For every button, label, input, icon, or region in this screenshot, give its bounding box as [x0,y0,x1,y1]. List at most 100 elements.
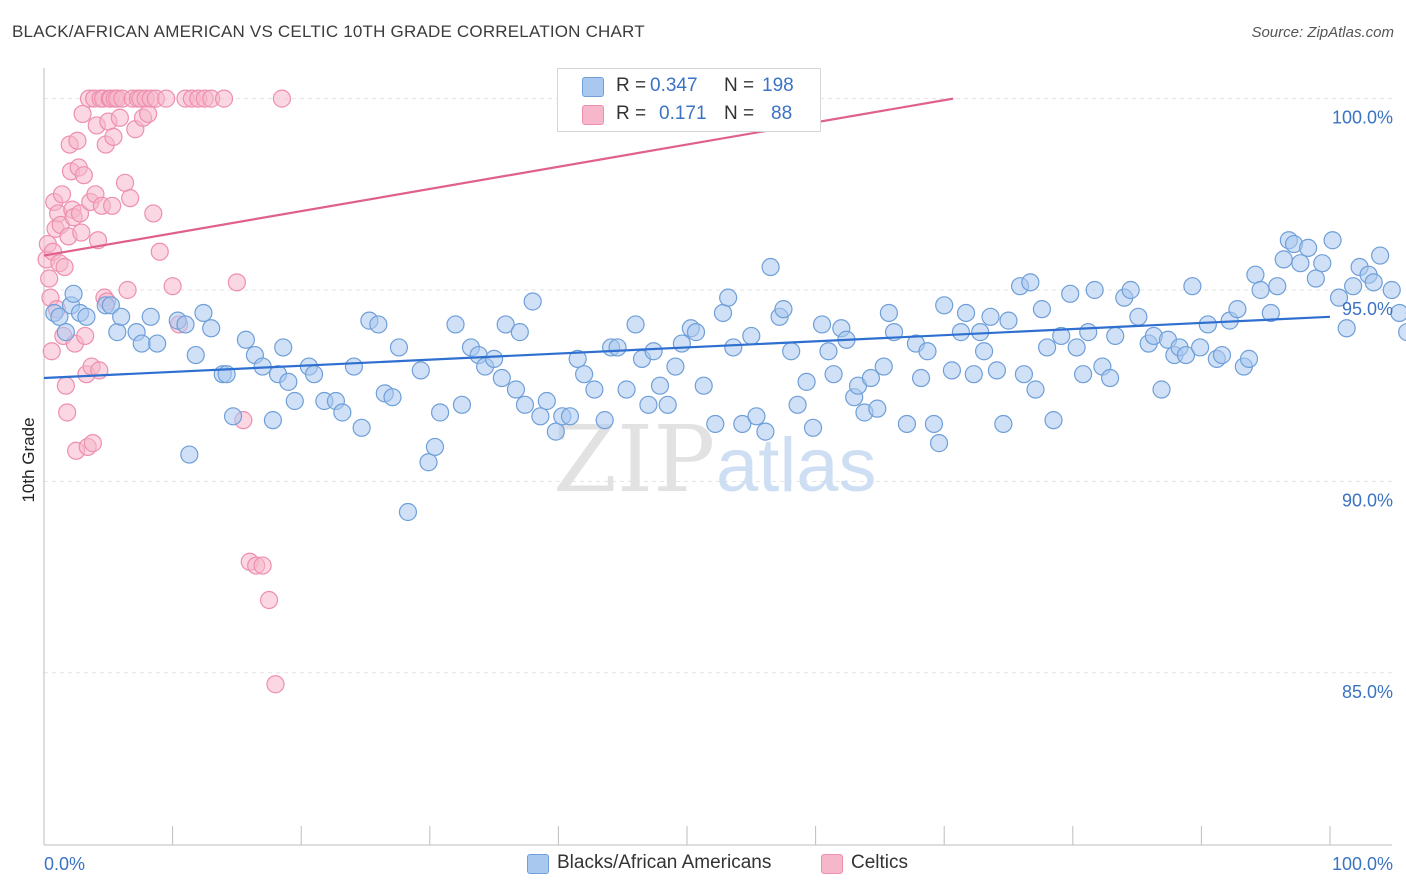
y-tick-label: 90.0% [1342,490,1393,510]
blacks-point [369,315,388,334]
blacks-point [1037,338,1057,357]
blacks-point [1228,300,1247,319]
blacks-point [617,380,636,399]
blacks-point [897,414,917,434]
blacks-point [1306,269,1325,288]
blacks-point [56,323,75,342]
watermark-atlas: atlas [716,423,877,508]
celtics-point [259,590,279,610]
blacks-point [101,296,120,315]
blacks-point [279,372,298,391]
blacks-point [918,342,937,361]
blacks-point [430,403,450,422]
blacks-point [425,437,445,457]
blacks-point [202,319,221,338]
blacks-point [644,342,663,361]
celtics-point [266,675,285,694]
celtics-point [157,89,176,108]
blacks-point [108,323,127,342]
blacks-point [942,361,962,380]
blacks-point [176,315,195,334]
blacks-points [45,231,1406,522]
blacks-point [1364,273,1383,292]
celtics-point [68,131,87,150]
blacks-point [1021,273,1040,292]
blacks-trend-line [43,315,1331,380]
blacks-point [194,303,213,323]
celtics-point [83,434,102,453]
celtics-point [70,204,90,223]
blacks-point [874,357,893,376]
blacks-point [383,388,402,407]
blacks-point [1390,303,1406,323]
blacks-point [1198,315,1217,334]
blacks-point [77,307,96,326]
grid-lines [44,98,1392,674]
celtics-point [103,196,122,215]
legend-swatch-blue [582,77,604,97]
blacks-point [496,315,515,334]
blacks-point [1067,338,1086,357]
blacks-point [1291,254,1310,273]
blacks-point [812,315,832,334]
blacks-point [672,334,691,353]
blacks-point [1079,323,1098,342]
blacks-point [523,292,542,311]
blacks-point [797,372,816,391]
y-tick-label: 85.0% [1342,682,1393,702]
tick-labels: 85.0% 90.0% 95.0% 100.0% 0.0% 100.0% [44,108,1393,874]
blacks-point [929,434,949,453]
celtics-point [58,403,77,422]
blacks-point [1100,368,1120,388]
blacks-point [956,303,976,323]
celtics-point [42,342,61,361]
blacks-point [1014,365,1034,384]
blacks-point [575,365,594,384]
blacks-point [1212,345,1232,365]
celtics-point [253,556,272,575]
legend-r-value: 0.347 [650,75,698,96]
blacks-point [1073,365,1093,384]
source-label: Source: ZipAtlas.com [1251,24,1394,41]
blacks-point [994,414,1013,434]
celtics-point [272,89,292,108]
celtics-point [110,108,129,127]
blacks-point [1329,288,1349,307]
celtics-point [121,189,140,208]
watermark-zip: ZIP [553,406,715,513]
blacks-point [774,300,793,319]
blacks-point [585,380,604,399]
blacks-point [344,357,364,376]
blacks-point [782,342,801,361]
blacks-point [132,334,151,353]
legend-swatch-blue [527,854,549,874]
blacks-point [411,361,430,380]
blacks-point [50,307,69,326]
axes [43,68,1392,846]
blacks-point [1032,300,1052,319]
blacks-point [756,422,775,441]
blacks-point [141,307,160,326]
blacks-point [112,307,131,326]
blacks-point [546,422,565,441]
blacks-point [803,418,823,437]
legend-label-celtics: Celtics [851,852,909,873]
blacks-point [1176,345,1196,365]
blacks-point [981,307,1000,326]
blacks-point [1371,246,1390,265]
blacks-point [263,411,283,430]
blacks-point [1191,338,1210,357]
blacks-point [1398,323,1406,342]
y-axis-label: 10th Grade [19,417,38,502]
blacks-point [911,368,931,388]
celtics-point [115,173,135,192]
legend-label-blacks: Blacks/African Americans [557,852,772,873]
blacks-point [1299,238,1318,257]
blacks-point [686,323,706,342]
blacks-point [999,311,1018,330]
blacks-point [304,365,324,384]
blacks-point [1152,380,1171,399]
blacks-point [560,407,580,426]
celtics-point [73,104,92,124]
